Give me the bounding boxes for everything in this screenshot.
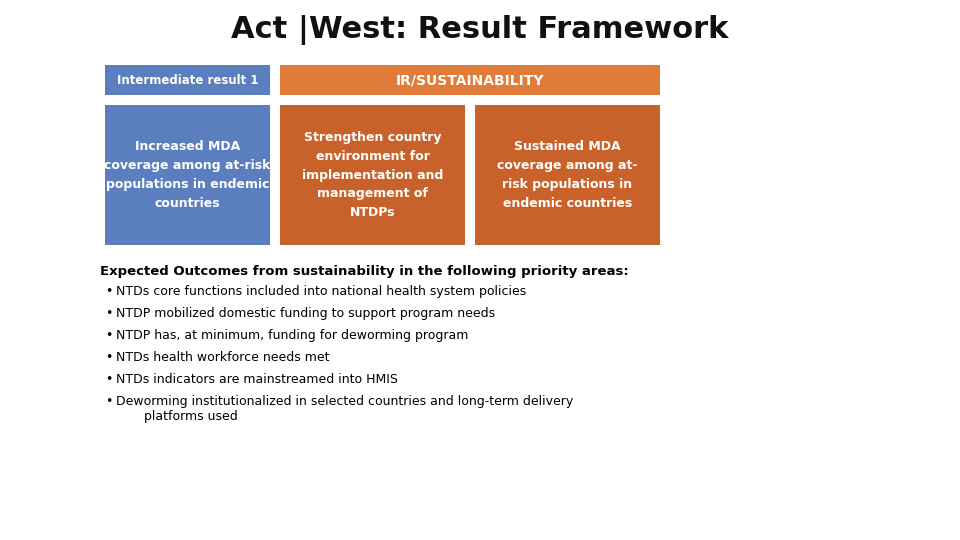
Text: NTDP mobilized domestic funding to support program needs: NTDP mobilized domestic funding to suppo… xyxy=(116,307,495,320)
Text: Expected Outcomes from sustainability in the following priority areas:: Expected Outcomes from sustainability in… xyxy=(100,265,629,278)
FancyBboxPatch shape xyxy=(105,105,270,245)
Text: Act |West: Result Framework: Act |West: Result Framework xyxy=(231,15,729,45)
Text: NTDs core functions included into national health system policies: NTDs core functions included into nation… xyxy=(116,285,526,298)
Text: Sustained MDA
coverage among at-
risk populations in
endemic countries: Sustained MDA coverage among at- risk po… xyxy=(497,140,637,210)
Text: •: • xyxy=(105,285,112,298)
FancyBboxPatch shape xyxy=(280,65,660,95)
Text: IR/SUSTAINABILITY: IR/SUSTAINABILITY xyxy=(396,73,544,87)
Text: •: • xyxy=(105,395,112,408)
Text: Strengthen country
environment for
implementation and
management of
NTDPs: Strengthen country environment for imple… xyxy=(301,131,444,219)
FancyBboxPatch shape xyxy=(280,105,465,245)
Text: NTDP has, at minimum, funding for deworming program: NTDP has, at minimum, funding for deworm… xyxy=(116,329,468,342)
FancyBboxPatch shape xyxy=(105,65,270,95)
Text: NTDs health workforce needs met: NTDs health workforce needs met xyxy=(116,351,329,364)
Text: •: • xyxy=(105,351,112,364)
Text: •: • xyxy=(105,307,112,320)
Text: •: • xyxy=(105,373,112,386)
Text: Deworming institutionalized in selected countries and long-term delivery
       : Deworming institutionalized in selected … xyxy=(116,395,573,423)
Text: Intermediate result 1: Intermediate result 1 xyxy=(117,73,258,86)
Text: •: • xyxy=(105,329,112,342)
FancyBboxPatch shape xyxy=(475,105,660,245)
Text: NTDs indicators are mainstreamed into HMIS: NTDs indicators are mainstreamed into HM… xyxy=(116,373,397,386)
Text: Increased MDA
coverage among at-risk
populations in endemic
countries: Increased MDA coverage among at-risk pop… xyxy=(105,140,271,210)
